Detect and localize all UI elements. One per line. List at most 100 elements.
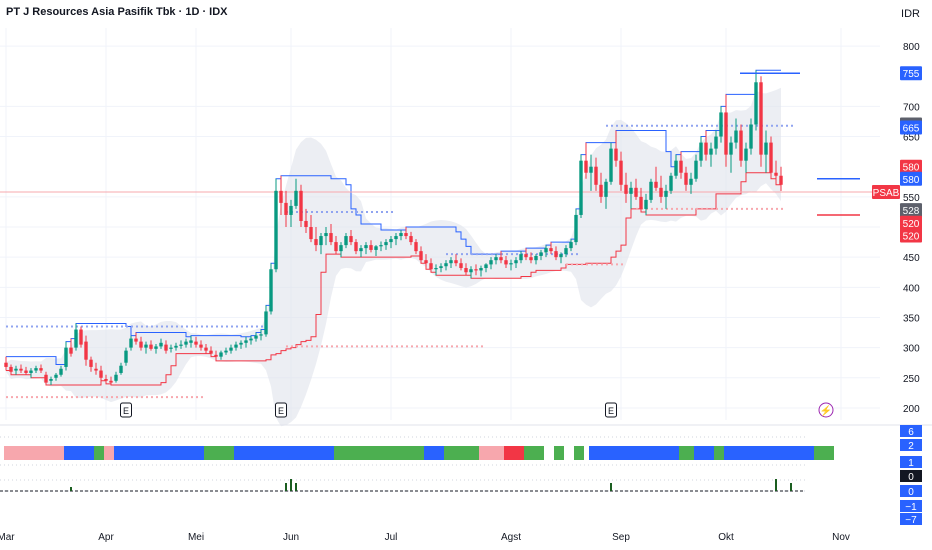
candle-body	[534, 255, 538, 261]
candle-body	[744, 148, 748, 161]
candle-body	[259, 334, 263, 336]
currency-label[interactable]: IDR	[901, 8, 920, 20]
candle	[754, 70, 758, 131]
candle-body	[284, 202, 288, 215]
candle	[499, 251, 503, 264]
x-tick-label: Jul	[385, 532, 398, 543]
candle	[364, 242, 368, 255]
indicator-strip-segment	[504, 446, 524, 460]
candle	[314, 227, 318, 252]
candle-body	[224, 350, 228, 353]
y-tick-label: 400	[903, 283, 920, 294]
candle	[479, 265, 483, 277]
indicator-strip-segment	[444, 446, 479, 460]
candle	[729, 136, 733, 173]
candle	[474, 264, 478, 276]
candle-body	[539, 252, 543, 256]
price-axis-label-text: 520	[903, 231, 920, 242]
y-tick-label: 350	[903, 313, 920, 324]
candle	[234, 341, 238, 351]
candle	[174, 342, 178, 351]
candle-body	[329, 233, 333, 243]
candle	[409, 231, 413, 246]
candle-body	[749, 124, 753, 149]
candle	[34, 365, 38, 373]
candle	[614, 130, 618, 167]
candle-body	[294, 190, 298, 206]
candle-body	[364, 245, 368, 249]
candle-body	[414, 242, 418, 252]
candle-body	[279, 190, 283, 203]
candle-body	[54, 374, 58, 378]
candle-body	[559, 254, 563, 258]
candle-body	[714, 136, 718, 149]
candle-body	[129, 338, 133, 348]
candle	[59, 365, 63, 377]
candle	[629, 181, 633, 209]
candle-body	[769, 142, 773, 173]
candle	[219, 350, 223, 360]
candle	[354, 239, 358, 255]
price-axis-label-bg	[900, 171, 922, 186]
indicator-bar	[610, 483, 612, 491]
candle	[604, 178, 608, 209]
indicator-axis-label-bg	[900, 470, 922, 482]
candle	[74, 323, 78, 351]
candle-body	[164, 344, 168, 351]
candle-body	[89, 359, 93, 367]
candle-body	[634, 187, 638, 197]
candle-body	[134, 338, 138, 342]
candle-body	[359, 248, 363, 252]
candle	[674, 154, 678, 179]
price-axis-label-text: 580	[903, 175, 920, 186]
candle	[334, 236, 338, 255]
indicator-strip-segment	[94, 446, 104, 460]
candle	[244, 336, 248, 348]
indicator-axis-label-text: 0	[908, 472, 914, 483]
candle	[484, 263, 488, 273]
price-axis-label: PSAB	[872, 185, 900, 200]
candle-body	[729, 142, 733, 155]
candle-body	[369, 245, 373, 250]
candle-body	[629, 187, 633, 194]
candle	[259, 329, 263, 341]
candle	[529, 252, 533, 264]
indicator-axis-label: 0	[900, 470, 922, 483]
candle	[764, 130, 768, 173]
candle-body	[499, 257, 503, 261]
candle	[264, 305, 268, 337]
candle-body	[609, 148, 613, 182]
candle	[779, 166, 783, 191]
candle-body	[39, 368, 43, 371]
candle-body	[599, 184, 603, 197]
indicator-strip-segment	[694, 446, 714, 460]
candle	[534, 254, 538, 265]
candle-body	[109, 380, 113, 383]
candle-body	[189, 340, 193, 343]
candle-body	[514, 260, 518, 264]
candle-body	[314, 239, 318, 246]
candle-body	[199, 344, 203, 348]
candle	[39, 364, 43, 373]
indicator-strip-segment	[24, 446, 64, 460]
candle	[139, 336, 143, 351]
indicator-bar	[295, 483, 297, 491]
candle	[69, 338, 73, 357]
indicator-axis-label-bg	[900, 439, 922, 451]
candle	[774, 160, 778, 185]
earnings-marker-label: E	[123, 406, 129, 416]
indicator-axis-label-bg	[900, 500, 922, 512]
candle-body	[554, 251, 558, 258]
candle	[699, 136, 703, 167]
y-tick-label: 200	[903, 404, 920, 415]
candle-body	[434, 268, 438, 270]
candle	[744, 142, 748, 173]
candle-body	[84, 341, 88, 360]
indicator-strip-segment	[724, 446, 814, 460]
candle-body	[209, 350, 213, 354]
candle	[664, 184, 668, 209]
candle-body	[524, 254, 528, 258]
price-axis-label-bg	[900, 228, 922, 243]
candle-body	[319, 236, 323, 246]
